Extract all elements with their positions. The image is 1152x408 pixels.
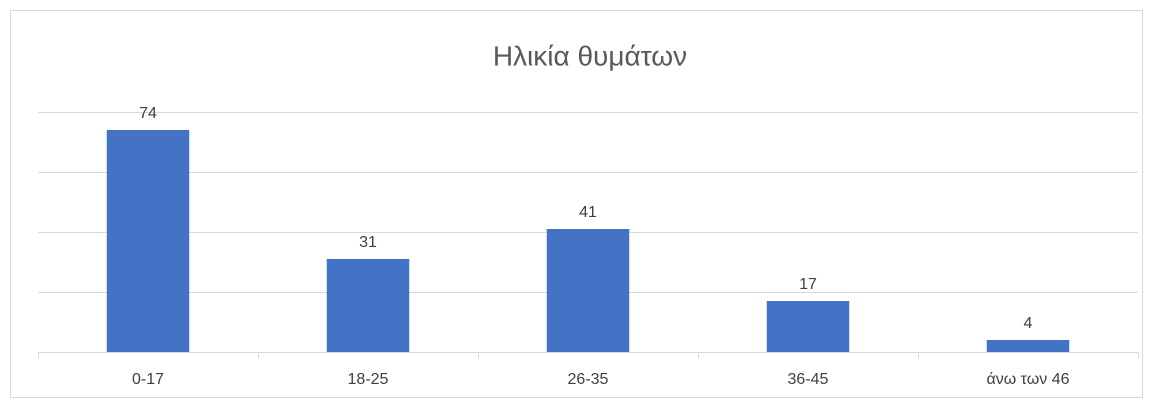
bar bbox=[986, 340, 1070, 352]
bar bbox=[106, 130, 190, 352]
x-tick-label: 0-17 bbox=[132, 371, 164, 388]
x-tick-label: άνω των 46 bbox=[986, 371, 1069, 388]
bar bbox=[766, 301, 850, 352]
x-tick-label: 36-45 bbox=[788, 371, 829, 388]
bar bbox=[326, 259, 410, 352]
bar bbox=[546, 229, 630, 352]
x-tick-label: 18-25 bbox=[348, 371, 389, 388]
chart-title: Ηλικία θυμάτων bbox=[493, 40, 687, 71]
data-label: 31 bbox=[359, 234, 377, 251]
data-label: 74 bbox=[139, 105, 157, 122]
data-label: 17 bbox=[799, 276, 817, 293]
data-label: 4 bbox=[1024, 315, 1033, 332]
data-label: 41 bbox=[579, 204, 597, 221]
x-tick-label: 26-35 bbox=[568, 371, 609, 388]
